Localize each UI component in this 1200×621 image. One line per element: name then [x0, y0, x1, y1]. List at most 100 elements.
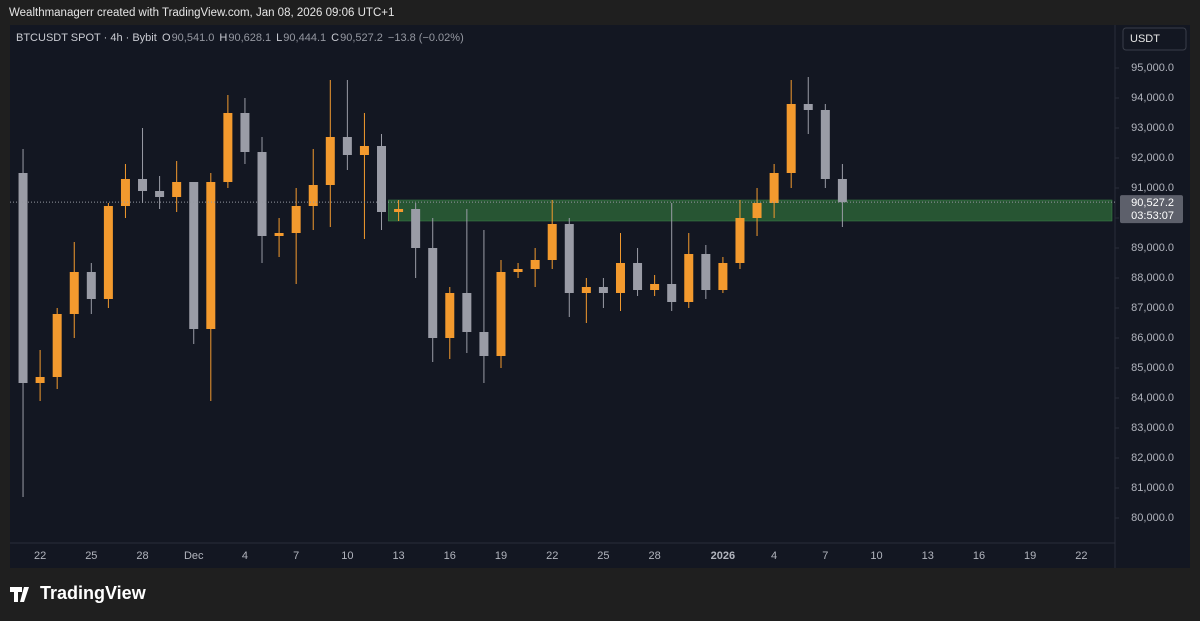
x-tick-label: 7 [293, 550, 299, 562]
x-tick-label: 28 [649, 550, 661, 562]
x-tick-label: 4 [242, 550, 248, 562]
y-tick-label: 82,000.0 [1131, 452, 1174, 464]
x-tick-label: 28 [136, 550, 148, 562]
x-tick-label: 10 [341, 550, 353, 562]
candle-body [240, 113, 250, 152]
x-tick-label: 19 [1024, 550, 1036, 562]
candle-body [172, 182, 182, 197]
candle-body [598, 287, 608, 293]
ohlc-key: C [331, 32, 339, 44]
last-price-tag [1120, 195, 1183, 224]
y-tick-label: 95,000.0 [1131, 62, 1174, 74]
chart-panel [10, 25, 1190, 568]
candle-body [633, 263, 643, 290]
ohlc-value: 90,541.0 [172, 32, 215, 44]
ohlc-key: L [276, 32, 282, 44]
y-tick-label: 93,000.0 [1131, 122, 1174, 134]
candle-body [820, 110, 830, 179]
candle-body [342, 137, 352, 155]
candle-body [223, 113, 233, 182]
y-tick-label: 83,000.0 [1131, 422, 1174, 434]
candle-body [35, 377, 45, 383]
candle-body [496, 272, 506, 356]
y-tick-label: 92,000.0 [1131, 152, 1174, 164]
candle-body [206, 182, 216, 329]
candle-body [189, 182, 199, 329]
candle-body [138, 179, 148, 191]
y-tick-label: 94,000.0 [1131, 92, 1174, 104]
candle-body [803, 104, 813, 110]
last-price-label: 90,527.2 [1131, 197, 1174, 209]
x-tick-label: 2026 [711, 550, 735, 562]
y-tick-label: 81,000.0 [1131, 482, 1174, 494]
x-tick-label: Dec [184, 550, 204, 562]
x-tick-label: 16 [444, 550, 456, 562]
y-tick-label: 85,000.0 [1131, 362, 1174, 374]
currency[interactable]: USDT [1130, 33, 1160, 45]
y-tick-label: 88,000.0 [1131, 272, 1174, 284]
candle-body [86, 272, 96, 299]
x-tick-label: 13 [392, 550, 404, 562]
x-tick-label: 16 [973, 550, 985, 562]
y-tick-label: 80,000.0 [1131, 512, 1174, 524]
ohlc-key: O [162, 32, 171, 44]
y-tick-label: 86,000.0 [1131, 332, 1174, 344]
candle-body [769, 173, 779, 203]
logo-mark [10, 587, 29, 602]
candle-body [411, 209, 421, 248]
x-tick-label: 10 [870, 550, 882, 562]
candle-body [547, 224, 557, 260]
ohlc-key: H [219, 32, 227, 44]
y-tick-label: 87,000.0 [1131, 302, 1174, 314]
candle-body [377, 146, 387, 212]
candle-body [257, 152, 267, 236]
x-tick-label: 25 [85, 550, 97, 562]
logo: TradingView [10, 583, 147, 603]
symbol: BTCUSDT SPOT · 4h · Bybit [16, 32, 157, 44]
x-tick-label: 22 [1075, 550, 1087, 562]
currency-button[interactable] [1122, 27, 1187, 51]
candle-body [513, 269, 523, 272]
caption: Wealthmanagerr created with TradingView.… [9, 7, 394, 19]
brand: TradingView [40, 583, 147, 603]
x-tick-label: 7 [822, 550, 828, 562]
candle-body [564, 224, 574, 293]
candle-body [325, 137, 335, 185]
candle-body [684, 254, 694, 302]
ohlc-value: 90,527.2 [340, 32, 383, 44]
candle-body [155, 191, 165, 197]
candle-body [18, 173, 28, 383]
x-tick-label: 13 [922, 550, 934, 562]
change: −13.8 (−0.02%) [388, 32, 464, 44]
support-zone [388, 199, 1113, 222]
candle-body [667, 284, 677, 302]
candle-body [103, 206, 113, 299]
ohlc-value: 90,444.1 [283, 32, 326, 44]
candle-body [786, 104, 796, 173]
candle-body [69, 272, 79, 314]
candle-body [291, 206, 301, 233]
candle-body [718, 263, 728, 290]
candle-body [52, 314, 62, 377]
candle-body [752, 203, 762, 218]
x-tick-label: 22 [34, 550, 46, 562]
y-tick-label: 84,000.0 [1131, 392, 1174, 404]
countdown: 03:53:07 [1131, 210, 1174, 222]
x-tick-label: 4 [771, 550, 777, 562]
ohlc-legend: O 90,541.0 H 90,628.1 L 90,444.1 C 90,527.2 −13.… [162, 32, 464, 44]
candle-body [359, 146, 369, 155]
candle-body [581, 287, 591, 293]
ohlc-value: 90,628.1 [228, 32, 271, 44]
x-tick-label: 19 [495, 550, 507, 562]
candle-body [428, 248, 438, 338]
candle-body [615, 263, 625, 293]
candle-body [837, 179, 847, 203]
candle-body [479, 332, 489, 356]
candle-body [701, 254, 711, 290]
candle-body [462, 293, 472, 332]
x-tick-label: 25 [597, 550, 609, 562]
candle-body [308, 185, 318, 206]
candle-body [530, 260, 540, 269]
candle-body [650, 284, 660, 290]
